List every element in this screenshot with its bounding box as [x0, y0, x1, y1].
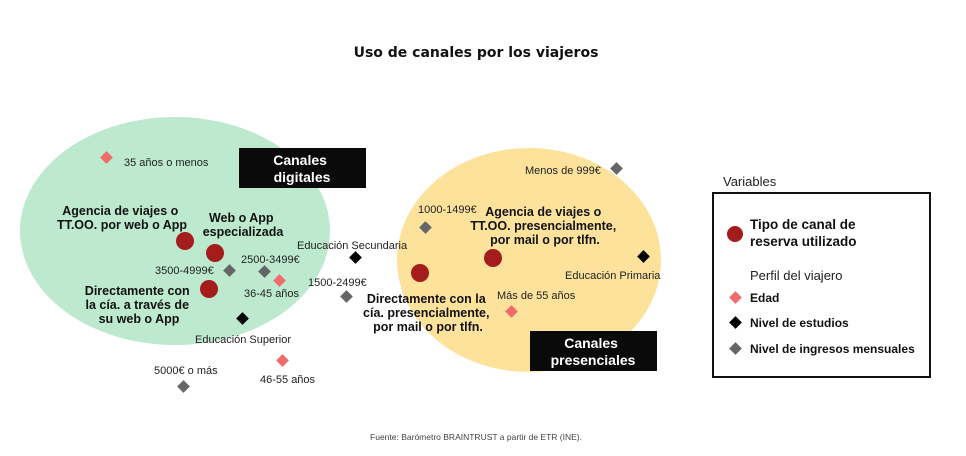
label-estudios-primaria: Educación Primaria [565, 270, 661, 282]
label-channel-directo-presencial-line-3: por mail o por tlfn. [373, 320, 483, 334]
group-label-presencial-line-1: Canales [564, 335, 618, 351]
point-ingresos-5000-o-mas [177, 380, 190, 393]
legend-channel-label-line-1: Tipo de canal de [750, 217, 856, 232]
label-ingresos-menos-999: Menos de 999€ [525, 165, 601, 177]
legend-ingresos-label: Nivel de ingresos mensuales [750, 342, 915, 356]
legend-estudios-label: Nivel de estudios [750, 316, 849, 330]
label-ingresos-3500-4999: 3500-4999€ [155, 265, 214, 277]
legend-edad-label: Edad [750, 291, 779, 305]
label-estudios-secundaria: Educación Secundaria [297, 240, 408, 252]
label-channel-agencia-presencial-line-3: por mail o por tlfn. [490, 233, 600, 247]
legend-channel-marker [727, 226, 743, 242]
legend-channel-label: Tipo de canal de reserva utilizado [750, 217, 859, 249]
legend-heading: Variables [723, 174, 777, 189]
label-channel-agencia-presencial-line-2: TT.OO. presencialmente, [470, 219, 616, 233]
group-box-presencial [530, 331, 657, 371]
point-edad-36-45 [273, 274, 286, 287]
label-channel-directo-web-line-3: su web o App [99, 312, 180, 326]
label-channel-web-app: Web o App especializada [203, 211, 285, 239]
chart-title: Uso de canales por los viajeros [354, 45, 599, 61]
label-channel-web-app-line-1: Web o App [209, 211, 274, 225]
legend-profile-heading: Perfil del viajero [750, 268, 843, 283]
point-ingresos-3500-4999 [223, 264, 236, 277]
label-channel-agencia-web-line-1: Agencia de viajes o [62, 204, 178, 218]
label-channel-agencia-web-line-2: TT.OO. por web o App [57, 218, 187, 232]
label-edad-36-45: 36-45 años [244, 288, 300, 300]
point-edad-35-o-menos [100, 151, 113, 164]
label-ingresos-1500-2499: 1500-2499€ [308, 277, 367, 289]
point-estudios-superior [236, 312, 249, 325]
label-channel-web-app-line-2: especializada [203, 225, 285, 239]
group-label-digital: Canales digitales [273, 152, 331, 185]
point-channel-directo-presencial [411, 264, 429, 282]
label-channel-directo-web-line-2: la cía. a través de [85, 298, 189, 312]
point-ingresos-2500-3499 [258, 265, 271, 278]
point-ingresos-1500-2499 [340, 290, 353, 303]
point-channel-directo-web [200, 280, 218, 298]
legend-box [712, 192, 931, 378]
label-channel-agencia-presencial: Agencia de viajes o TT.OO. presencialmen… [470, 205, 619, 247]
group-label-presencial-line-2: presenciales [551, 352, 636, 368]
label-channel-directo-web-line-1: Directamente con [85, 284, 190, 298]
label-channel-directo-presencial-line-1: Directamente con la [367, 292, 487, 306]
label-edad-46-55: 46-55 años [260, 374, 316, 386]
point-ingresos-1000-1499 [419, 221, 432, 234]
label-edad-35-o-menos: 35 años o menos [124, 157, 209, 169]
group-label-digital-line-2: digitales [274, 169, 331, 185]
point-channel-agencia-presencial [484, 249, 502, 267]
label-channel-agencia-presencial-line-1: Agencia de viajes o [485, 205, 601, 219]
label-channel-directo-presencial-line-2: cía. presencialmente, [363, 306, 489, 320]
label-ingresos-2500-3499: 2500-3499€ [241, 254, 300, 266]
point-channel-web-app [206, 244, 224, 262]
point-edad-46-55 [276, 354, 289, 367]
point-estudios-secundaria [349, 251, 362, 264]
label-channel-directo-web: Directamente con la cía. a través de su … [85, 284, 193, 326]
legend-channel-label-line-2: reserva utilizado [750, 234, 857, 249]
group-box-digital [239, 148, 366, 188]
label-channel-directo-presencial: Directamente con la cía. presencialmente… [363, 292, 493, 334]
point-channel-agencia-web [176, 232, 194, 250]
group-label-presencial: Canales presenciales [551, 335, 636, 368]
group-label-digital-line-1: Canales [273, 152, 327, 168]
source-note: Fuente: Barómetro BRAINTRUST a partir de… [370, 432, 582, 442]
label-ingresos-1000-1499: 1000-1499€ [418, 204, 477, 216]
label-edad-mas-55: Más de 55 años [497, 290, 576, 302]
group-ellipse-presencial [397, 148, 661, 372]
label-channel-agencia-web: Agencia de viajes o TT.OO. por web o App [57, 204, 187, 232]
label-ingresos-5000-o-mas: 5000€ o más [154, 365, 218, 377]
label-estudios-superior: Educación Superior [195, 334, 291, 346]
